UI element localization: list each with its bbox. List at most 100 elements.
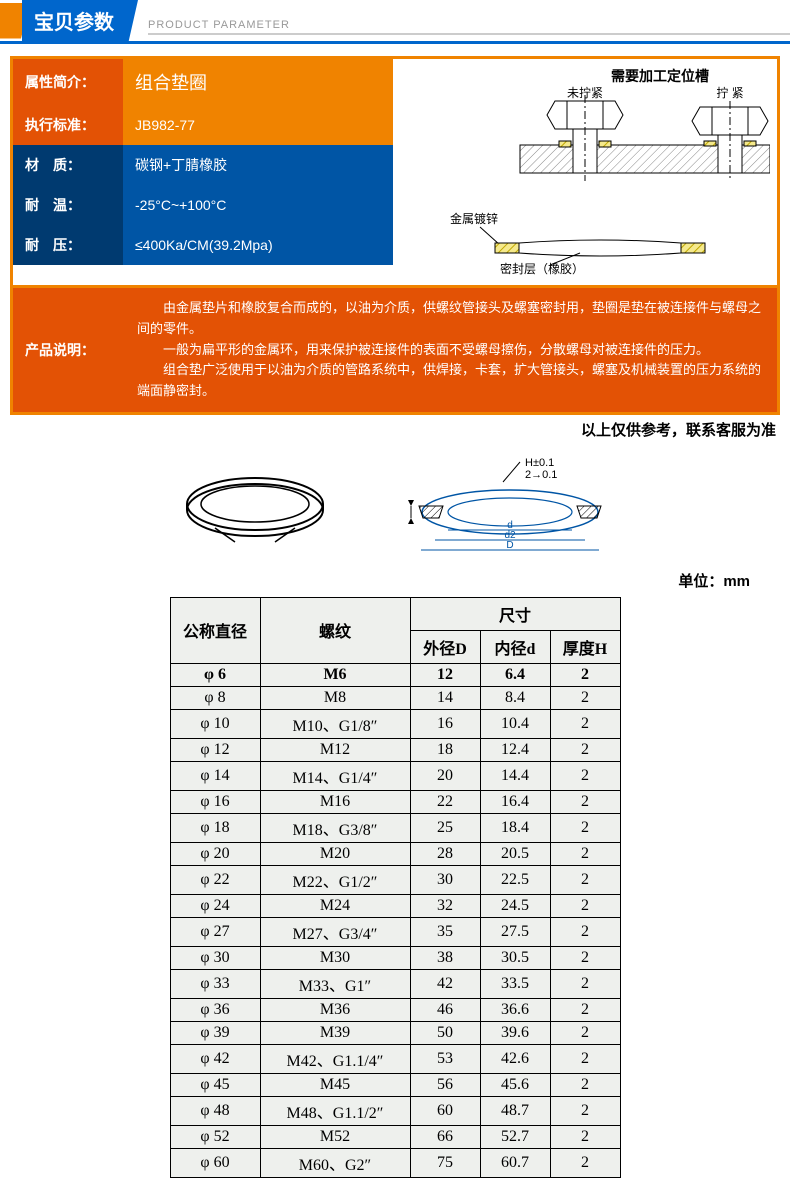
cell-d: 52.7 (480, 1125, 550, 1148)
cell-H: 2 (550, 813, 620, 842)
cell-D: 12 (410, 663, 480, 686)
table-row: φ 36M364636.62 (170, 998, 620, 1021)
cell-H: 2 (550, 865, 620, 894)
cell-H: 2 (550, 894, 620, 917)
cell-d: 10.4 (480, 709, 550, 738)
dim-h-label: H±0.1 (525, 457, 554, 469)
cell-H: 2 (550, 998, 620, 1021)
cell-d: 18.4 (480, 813, 550, 842)
cell-D: 75 (410, 1148, 480, 1177)
cell-d: 27.5 (480, 917, 550, 946)
table-row: φ 20M202820.52 (170, 842, 620, 865)
cell-diam: φ 24 (170, 894, 260, 917)
cell-thread: M45 (260, 1073, 410, 1096)
cell-d: 22.5 (480, 865, 550, 894)
cell-d: 24.5 (480, 894, 550, 917)
cell-thread: M30 (260, 946, 410, 969)
spec-box: 属性简介： 组合垫圈 执行标准： JB982-77 材 质： 碳钢+丁腈橡胶 耐… (10, 56, 780, 288)
th-thickness: 厚度H (550, 630, 620, 663)
cell-thread: M60、G2″ (260, 1148, 410, 1177)
cell-H: 2 (550, 842, 620, 865)
th-diameter: 公称直径 (170, 597, 260, 663)
cell-H: 2 (550, 1044, 620, 1073)
cell-D: 66 (410, 1125, 480, 1148)
diagram-title: 需要加工定位槽 (611, 68, 709, 84)
cell-diam: φ 22 (170, 865, 260, 894)
temp-value: -25°C~+100°C (123, 185, 393, 225)
cell-diam: φ 39 (170, 1021, 260, 1044)
cell-D: 18 (410, 738, 480, 761)
cell-diam: φ 6 (170, 663, 260, 686)
temp-label: 耐 温： (13, 185, 123, 225)
table-row: φ 39M395039.62 (170, 1021, 620, 1044)
cell-d: 36.6 (480, 998, 550, 1021)
desc-p2: 一般为扁平形的金属环，用来保护被连接件的表面不受螺母擦伤，分散螺母对被连接件的压… (137, 340, 763, 361)
attr-value: 组合垫圈 (123, 59, 393, 105)
spec-table: 属性简介： 组合垫圈 执行标准： JB982-77 材 质： 碳钢+丁腈橡胶 耐… (13, 59, 393, 265)
cell-D: 38 (410, 946, 480, 969)
header-title: 宝贝参数 (22, 0, 138, 41)
cell-thread: M33、G1″ (260, 969, 410, 998)
cell-H: 2 (550, 969, 620, 998)
desc-p1: 由金属垫片和橡胶复合而成的，以油为介质，供螺纹管接头及螺塞密封用，垫圈是垫在被连… (137, 298, 763, 340)
cell-diam: φ 60 (170, 1148, 260, 1177)
cell-H: 2 (550, 1148, 620, 1177)
cell-diam: φ 33 (170, 969, 260, 998)
cell-H: 2 (550, 761, 620, 790)
cell-d: 30.5 (480, 946, 550, 969)
cell-D: 50 (410, 1021, 480, 1044)
desc-p3: 组合垫广泛使用于以油为介质的管路系统中，供焊接，卡套，扩大管接头，螺塞及机械装置… (137, 360, 763, 402)
cell-thread: M20 (260, 842, 410, 865)
mid-diagrams: H±0.1 2→0.1 d d2 D (0, 448, 790, 568)
cell-thread: M52 (260, 1125, 410, 1148)
cell-d: 6.4 (480, 663, 550, 686)
cell-thread: M48、G1.1/2″ (260, 1096, 410, 1125)
right-state-label: 拧 紧 (716, 86, 743, 100)
cell-D: 20 (410, 761, 480, 790)
header-subtitle: PRODUCT PARAMETER (148, 19, 790, 35)
cell-D: 46 (410, 998, 480, 1021)
cell-thread: M27、G3/4″ (260, 917, 410, 946)
cell-thread: M8 (260, 686, 410, 709)
cell-d: 20.5 (480, 842, 550, 865)
cell-thread: M14、G1/4″ (260, 761, 410, 790)
table-row: φ 22M22、G1/2″3022.52 (170, 865, 620, 894)
table-row: φ 42M42、G1.1/4″5342.62 (170, 1044, 620, 1073)
table-row: φ 24M243224.52 (170, 894, 620, 917)
cell-d: 42.6 (480, 1044, 550, 1073)
cell-D: 16 (410, 709, 480, 738)
cell-thread: M24 (260, 894, 410, 917)
cell-d: 12.4 (480, 738, 550, 761)
cell-d: 33.5 (480, 969, 550, 998)
cell-thread: M6 (260, 663, 410, 686)
cell-H: 2 (550, 686, 620, 709)
cell-diam: φ 45 (170, 1073, 260, 1096)
cell-D: 53 (410, 1044, 480, 1073)
cell-D: 22 (410, 790, 480, 813)
mat-label: 材 质： (13, 145, 123, 185)
cell-H: 2 (550, 1096, 620, 1125)
cell-thread: M22、G1/2″ (260, 865, 410, 894)
cell-D: 30 (410, 865, 480, 894)
cell-thread: M39 (260, 1021, 410, 1044)
table-row: φ 14M14、G1/4″2014.42 (170, 761, 620, 790)
cell-thread: M10、G1/8″ (260, 709, 410, 738)
cell-d: 8.4 (480, 686, 550, 709)
cell-thread: M42、G1.1/4″ (260, 1044, 410, 1073)
th-size: 尺寸 (410, 597, 620, 630)
cell-H: 2 (550, 663, 620, 686)
cell-diam: φ 12 (170, 738, 260, 761)
cell-D: 14 (410, 686, 480, 709)
press-value: ≤400Ka/CM(39.2Mpa) (123, 225, 393, 265)
dimension-table: 公称直径 螺纹 尺寸 外径D 内径d 厚度H φ 6M6126.42φ 8M81… (170, 597, 621, 1178)
cell-diam: φ 48 (170, 1096, 260, 1125)
cell-H: 2 (550, 1125, 620, 1148)
cell-diam: φ 8 (170, 686, 260, 709)
cell-d: 45.6 (480, 1073, 550, 1096)
cell-thread: M16 (260, 790, 410, 813)
table-row: φ 48M48、G1.1/2″6048.72 (170, 1096, 620, 1125)
cell-D: 35 (410, 917, 480, 946)
cell-diam: φ 18 (170, 813, 260, 842)
ring-section-diagram: H±0.1 2→0.1 d d2 D (395, 454, 615, 564)
desc-label: 产品说明： (13, 288, 123, 412)
